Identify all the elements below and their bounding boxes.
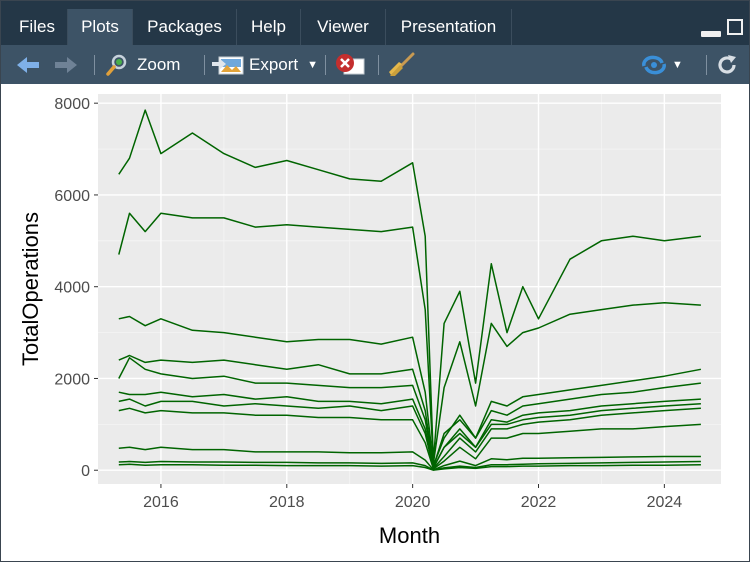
- y-tick-label: 8000: [54, 96, 90, 113]
- x-tick-label: 2018: [269, 494, 305, 511]
- zoom-button[interactable]: Zoom: [105, 45, 180, 84]
- series-line-9: [118, 446, 701, 471]
- x-axis-title: Month: [379, 523, 440, 548]
- plot-viewer: 2016 2018 2020 2022 2024 0 2000 4000 6000 8000 Mon…: [1, 84, 749, 561]
- clear-all-plots-button[interactable]: [387, 45, 417, 84]
- series-line-4: [118, 354, 701, 468]
- y-tick-label: 4000: [54, 280, 90, 297]
- y-tick-label: 6000: [54, 188, 90, 205]
- y-tick-label: 2000: [54, 371, 90, 388]
- y-tick-label: 0: [81, 463, 90, 480]
- series-line-1: [118, 109, 701, 462]
- export-label: Export: [249, 54, 299, 74]
- back-arrow-icon: [17, 56, 39, 73]
- remove-plot-icon: [336, 53, 365, 74]
- remove-plot-button[interactable]: [334, 45, 366, 84]
- tab-plots[interactable]: Plots: [68, 9, 133, 45]
- maximize-pane-button[interactable]: [727, 19, 743, 35]
- tab-help[interactable]: Help: [237, 9, 301, 45]
- plot-panel: [98, 94, 721, 484]
- back-button[interactable]: [15, 45, 41, 84]
- toolbar-separator: [204, 55, 205, 75]
- series-line-11: [118, 463, 701, 471]
- plots-toolbar: Zoom Export ▼: [1, 45, 749, 84]
- x-tick-label: 2020: [395, 494, 431, 511]
- export-icon: [212, 56, 244, 74]
- series-line-3: [118, 315, 702, 467]
- series-line-7: [118, 398, 701, 470]
- tab-packages[interactable]: Packages: [133, 9, 237, 45]
- y-axis-title: TotalOperations: [18, 212, 43, 366]
- export-button[interactable]: Export ▼: [211, 45, 318, 84]
- forward-button[interactable]: [53, 45, 79, 84]
- toolbar-separator: [325, 55, 326, 75]
- series-line-8: [118, 407, 701, 470]
- publish-icon: [642, 55, 666, 74]
- toolbar-separator: [378, 55, 379, 75]
- toolbar-separator: [706, 55, 707, 75]
- forward-arrow-icon: [55, 56, 77, 73]
- refresh-icon: [718, 54, 736, 74]
- x-tick-label: 2022: [521, 494, 557, 511]
- series-line-2: [118, 212, 701, 465]
- export-dropdown-arrow-icon: ▼: [307, 58, 319, 71]
- tab-files[interactable]: Files: [7, 9, 68, 45]
- minimize-pane-button[interactable]: [701, 31, 721, 37]
- publish-button[interactable]: ▼: [641, 45, 683, 84]
- x-tick-label: 2024: [647, 494, 683, 511]
- publish-dropdown-arrow-icon: ▼: [672, 58, 683, 71]
- series-line-5: [118, 357, 701, 469]
- zoom-icon: [106, 54, 127, 76]
- tab-bar: Files Plots Packages Help Viewer Present…: [1, 1, 749, 45]
- refresh-button[interactable]: [715, 45, 739, 84]
- series-line-10: [118, 460, 701, 471]
- broom-icon: [389, 52, 415, 76]
- x-tick-label: 2016: [143, 494, 179, 511]
- toolbar-separator: [94, 55, 95, 75]
- line-chart: 2016 2018 2020 2022 2024 0 2000 4000 6000 8000 Mon…: [18, 94, 721, 548]
- tab-presentation[interactable]: Presentation: [386, 9, 512, 45]
- zoom-label: Zoom: [137, 54, 181, 74]
- tab-viewer[interactable]: Viewer: [301, 9, 386, 45]
